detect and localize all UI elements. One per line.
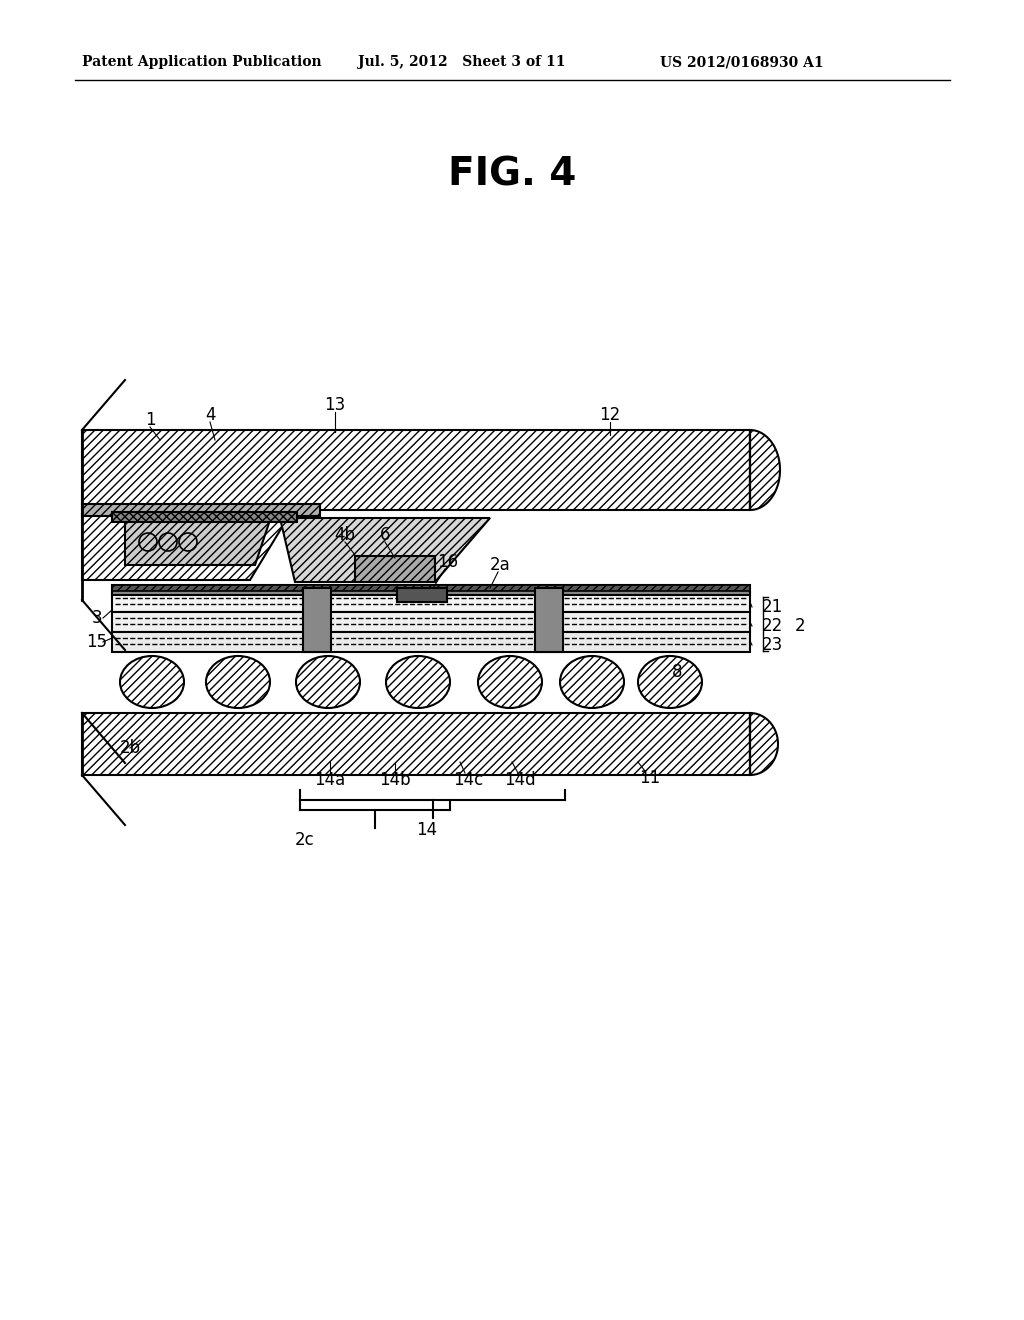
Polygon shape [112, 512, 297, 521]
Text: 13: 13 [325, 396, 346, 414]
Text: 2: 2 [795, 616, 805, 635]
Text: 6: 6 [380, 525, 390, 544]
Text: 21: 21 [762, 598, 782, 616]
Text: 14d: 14d [504, 771, 536, 789]
Ellipse shape [296, 656, 360, 708]
Text: 11: 11 [639, 770, 660, 787]
Text: 3: 3 [92, 609, 102, 627]
Text: US 2012/0168930 A1: US 2012/0168930 A1 [660, 55, 823, 69]
Text: 15: 15 [86, 634, 108, 651]
Polygon shape [82, 513, 290, 579]
Polygon shape [112, 585, 750, 591]
Ellipse shape [478, 656, 542, 708]
Text: 2a: 2a [489, 556, 510, 574]
Ellipse shape [179, 533, 197, 550]
Polygon shape [82, 713, 750, 775]
Text: 14b: 14b [379, 771, 411, 789]
Text: 2b: 2b [120, 739, 140, 756]
Ellipse shape [120, 656, 184, 708]
Polygon shape [280, 517, 490, 582]
Polygon shape [303, 587, 331, 652]
Text: Jul. 5, 2012   Sheet 3 of 11: Jul. 5, 2012 Sheet 3 of 11 [358, 55, 565, 69]
Ellipse shape [386, 656, 450, 708]
Text: FIG. 4: FIG. 4 [447, 156, 577, 194]
Polygon shape [112, 591, 750, 612]
Polygon shape [82, 504, 319, 516]
Ellipse shape [159, 533, 177, 550]
Polygon shape [125, 520, 270, 565]
Text: 14c: 14c [453, 771, 483, 789]
Polygon shape [397, 587, 447, 602]
Text: 2c: 2c [295, 832, 314, 849]
Polygon shape [750, 430, 780, 510]
Polygon shape [82, 430, 750, 510]
Polygon shape [750, 713, 778, 775]
Ellipse shape [560, 656, 624, 708]
Text: 14: 14 [417, 821, 437, 840]
Text: 22: 22 [762, 616, 782, 635]
Polygon shape [112, 585, 750, 595]
Ellipse shape [139, 533, 157, 550]
Polygon shape [112, 612, 750, 632]
Text: 4b: 4b [335, 525, 355, 544]
Ellipse shape [206, 656, 270, 708]
Text: 8: 8 [672, 663, 682, 681]
Ellipse shape [638, 656, 702, 708]
Text: 23: 23 [762, 636, 782, 653]
Text: 1: 1 [144, 411, 156, 429]
Text: 14a: 14a [314, 771, 346, 789]
Polygon shape [535, 587, 563, 652]
Text: 4: 4 [205, 407, 215, 424]
Polygon shape [112, 632, 750, 652]
Text: Patent Application Publication: Patent Application Publication [82, 55, 322, 69]
Polygon shape [355, 556, 435, 582]
Text: 12: 12 [599, 407, 621, 424]
Text: 16: 16 [437, 553, 459, 572]
